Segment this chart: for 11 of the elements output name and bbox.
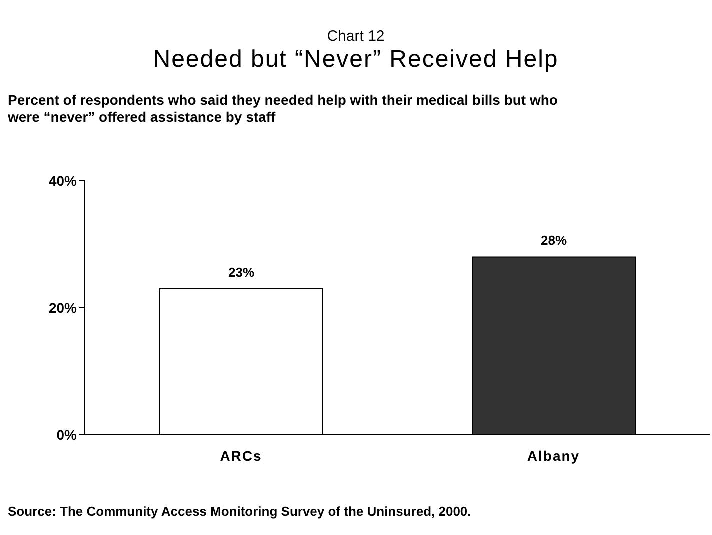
x-tick-label: ARCs bbox=[220, 448, 262, 464]
y-tick-label: 40% bbox=[48, 172, 78, 189]
chart-subtitle: Needed but “Never” Received Help bbox=[152, 46, 560, 74]
data-label: 28% bbox=[540, 233, 568, 248]
y-tick-label: 20% bbox=[48, 300, 78, 316]
x-tick-label: Albany bbox=[527, 448, 580, 464]
y-tick-label: 0% bbox=[56, 426, 78, 443]
source-note: Source: The Community Access Monitoring Survey of the Uninsured, 2000. bbox=[8, 504, 472, 519]
data-label: 23% bbox=[228, 264, 255, 280]
chart-title: Chart 12 bbox=[326, 28, 386, 45]
y-axis-title: Percent of respondents who said they needed help with their medical bills but who were “never” offered assistance by staff bbox=[8, 92, 559, 126]
